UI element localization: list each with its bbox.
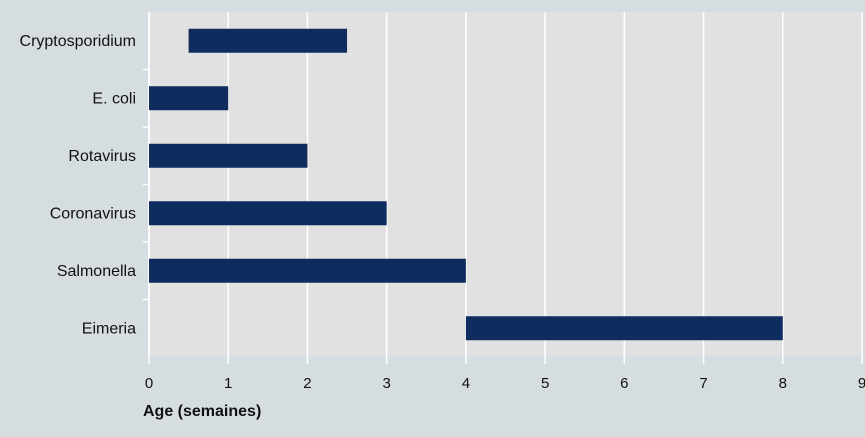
bar [465, 316, 783, 341]
x-tick-label: 5 [541, 375, 549, 392]
x-tick-label: 2 [303, 375, 311, 392]
x-tick-label: 3 [382, 375, 390, 392]
y-tick-label: Coronavirus [50, 205, 136, 222]
x-axis-title: Age (semaines) [143, 403, 262, 420]
plot-area [149, 12, 862, 356]
bar [188, 28, 348, 53]
x-tick-label: 1 [224, 375, 232, 392]
bar [149, 201, 387, 226]
x-tick-label: 6 [620, 375, 628, 392]
x-tick-label: 9 [858, 375, 865, 392]
y-tick-label: E. coli [92, 90, 136, 107]
y-tick-label: Salmonella [57, 263, 136, 280]
bar [149, 143, 308, 168]
x-tick-label: 0 [145, 375, 153, 392]
bar [149, 86, 229, 111]
y-tick-label: Rotavirus [68, 148, 136, 165]
y-tick-label: Eimeria [82, 320, 136, 337]
bar [149, 258, 466, 283]
x-tick-label: 8 [779, 375, 787, 392]
x-tick-label: 7 [699, 375, 707, 392]
x-tick-label: 4 [462, 375, 470, 392]
y-tick-label: Cryptosporidium [20, 33, 136, 50]
